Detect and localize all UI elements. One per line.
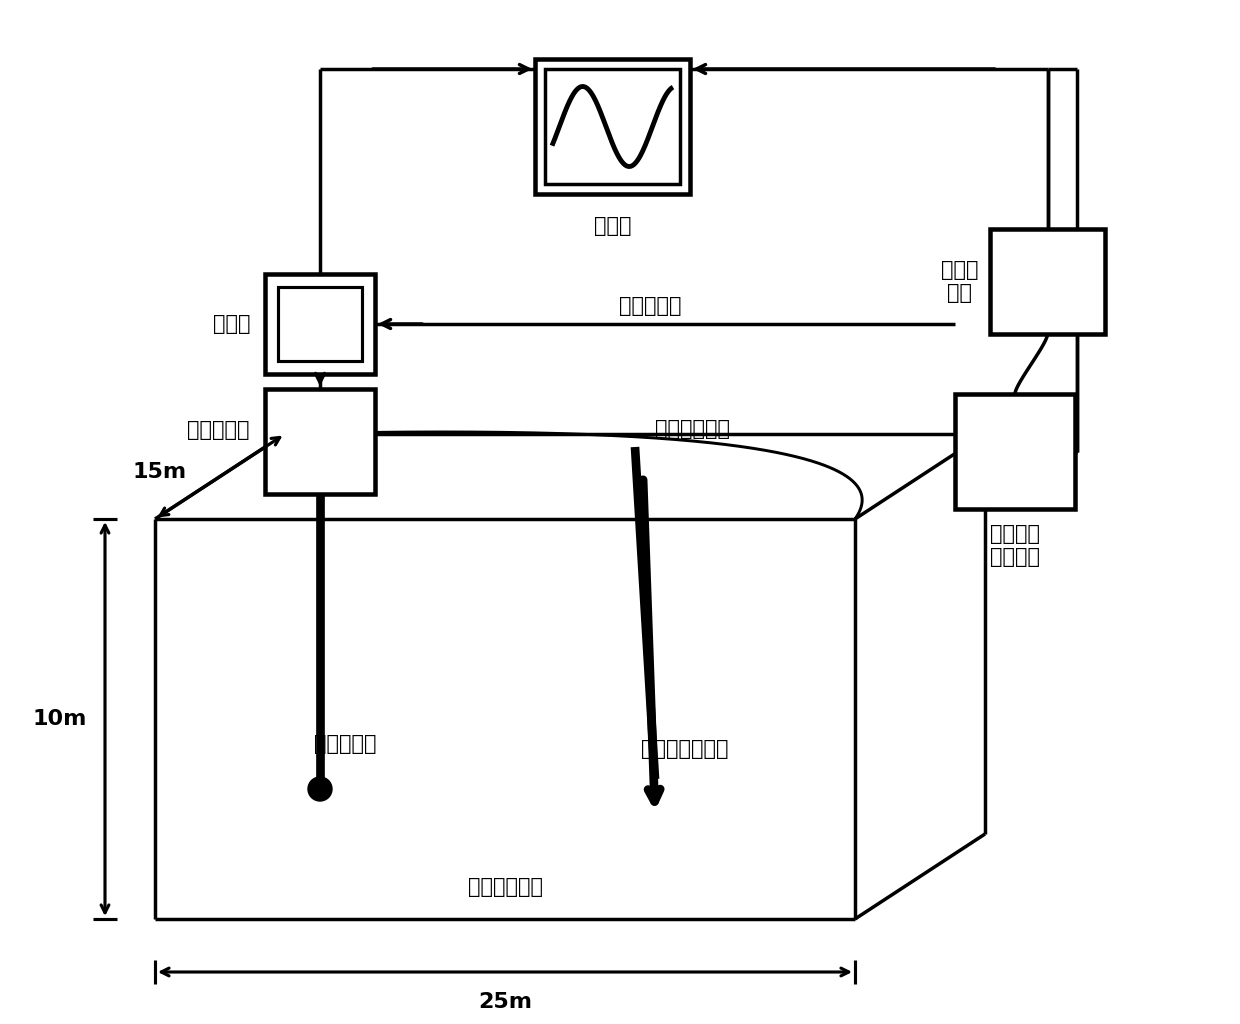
Bar [955, 394, 1075, 509]
Circle shape [308, 777, 332, 801]
Text: 笔记本
电脑: 笔记本 电脑 [940, 260, 978, 303]
Text: 信号源: 信号源 [212, 314, 250, 334]
Text: 15m: 15m [133, 462, 187, 481]
Bar [265, 274, 374, 374]
Text: 25m: 25m [477, 992, 532, 1012]
Text: 功率放大器: 功率放大器 [187, 420, 250, 439]
Text: 多波束测深系统: 多波束测深系统 [641, 739, 729, 759]
Bar [546, 69, 680, 184]
Bar [534, 59, 689, 194]
Bar [278, 287, 362, 361]
Text: 自动旋转螺杆: 自动旋转螺杆 [655, 419, 730, 439]
Text: 发射换能器: 发射换能器 [314, 734, 376, 754]
Text: 同步信号线: 同步信号线 [619, 296, 681, 316]
Text: 六面消声水池: 六面消声水池 [467, 877, 543, 897]
Bar [265, 389, 374, 494]
Text: 数据控制
存储单元: 数据控制 存储单元 [990, 524, 1040, 567]
Text: 示波器: 示波器 [594, 216, 631, 236]
Bar [990, 229, 1105, 334]
Text: 10m: 10m [32, 709, 87, 729]
